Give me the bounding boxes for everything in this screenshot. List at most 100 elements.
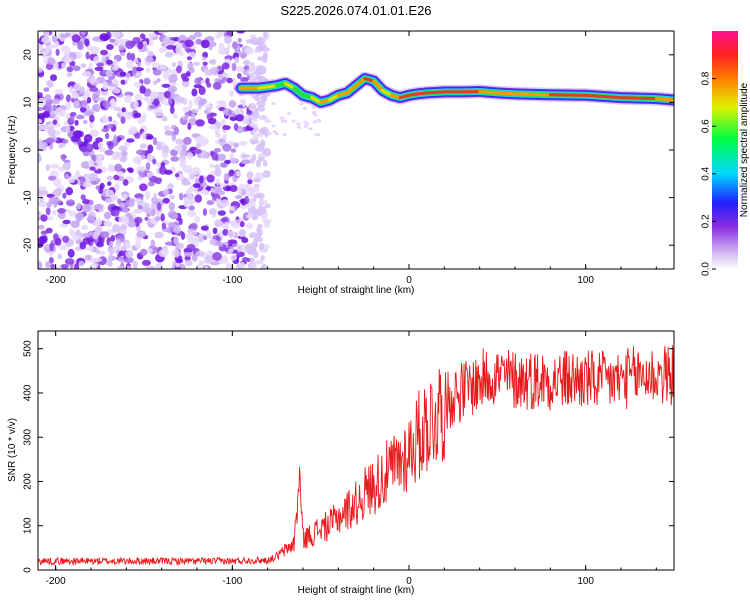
- noise-blob: [134, 208, 141, 214]
- noise-blob: [39, 48, 49, 56]
- noise-blob: [198, 140, 208, 147]
- noise-blob: [225, 186, 231, 192]
- noise-blob: [184, 111, 193, 117]
- noise-blob: [74, 119, 79, 126]
- noise-blob: [118, 145, 128, 152]
- noise-blob: [50, 196, 60, 204]
- noise-blob: [72, 65, 81, 72]
- noise-blob: [52, 119, 58, 125]
- noise-blob: [258, 156, 265, 162]
- noise-blob: [92, 257, 103, 263]
- noise-blob: [254, 96, 261, 101]
- noise-blob: [253, 119, 258, 122]
- noise-blob: [229, 157, 238, 164]
- noise-blob: [54, 187, 62, 197]
- noise-blob: [134, 132, 141, 139]
- noise-blob: [57, 211, 66, 220]
- noise-blob: [234, 195, 243, 200]
- noise-blob: [259, 199, 268, 204]
- noise-blob: [186, 56, 192, 61]
- noise-blob: [249, 257, 255, 264]
- noise-blob: [217, 210, 226, 216]
- noise-blob: [256, 159, 261, 168]
- noise-blob: [45, 164, 50, 172]
- noise-blob: [260, 254, 265, 261]
- noise-blob: [81, 99, 88, 108]
- x-tick-label: -100: [222, 275, 242, 286]
- noise-blob: [89, 129, 100, 137]
- noise-blob: [248, 232, 258, 239]
- noise-blob: [114, 163, 123, 172]
- noise-blob: [77, 41, 83, 50]
- noise-blob: [159, 47, 165, 54]
- ridge-segment: [495, 91, 517, 96]
- noise-blob: [257, 223, 263, 229]
- noise-blob: [262, 170, 271, 178]
- noise-blob: [211, 152, 219, 161]
- noise-blob: [132, 66, 137, 75]
- noise-blob: [207, 117, 217, 125]
- noise-blob: [68, 228, 75, 236]
- heatmap-x-ticks: -200 -100 0 100: [46, 31, 657, 286]
- noise-blob: [53, 178, 62, 187]
- noise-blob: [152, 137, 157, 146]
- noise-blob: [261, 93, 268, 103]
- noise-blob: [200, 225, 209, 231]
- noise-blob: [247, 187, 255, 196]
- noise-blob: [191, 113, 196, 119]
- noise-blob: [153, 192, 158, 202]
- ridge-segment: [283, 81, 296, 90]
- ridge-segment: [548, 93, 588, 97]
- noise-blob: [107, 247, 117, 255]
- noise-blob: [106, 175, 114, 181]
- noise-blob: [258, 115, 263, 119]
- noise-blob: [95, 97, 105, 102]
- noise-blob: [86, 96, 92, 104]
- noise-blob: [108, 240, 114, 247]
- noise-blob: [303, 106, 307, 110]
- noise-blob: [144, 56, 154, 63]
- noise-blob: [94, 218, 103, 227]
- noise-blob: [136, 230, 147, 238]
- colorbar-tick-label: 0.0: [701, 262, 712, 276]
- noise-blob: [46, 202, 53, 208]
- noise-blob: [209, 238, 217, 246]
- noise-blob: [126, 138, 135, 143]
- noise-blob: [46, 45, 51, 54]
- noise-blob: [235, 65, 245, 72]
- noise-blob: [146, 67, 151, 73]
- noise-blob: [38, 112, 48, 118]
- noise-blob: [102, 100, 112, 108]
- noise-blob: [249, 263, 257, 269]
- noise-blob: [192, 183, 201, 189]
- noise-blob: [132, 156, 142, 164]
- noise-blob: [73, 83, 80, 91]
- noise-blob: [99, 33, 109, 42]
- noise-blob: [241, 237, 249, 244]
- noise-blob: [138, 205, 143, 210]
- colorbar-tick-label: 0.6: [701, 119, 712, 133]
- noise-blob: [49, 242, 54, 252]
- noise-blob: [47, 128, 56, 137]
- noise-blob: [180, 263, 186, 269]
- noise-blob: [74, 212, 84, 221]
- noise-blob: [100, 49, 108, 56]
- noise-blob: [272, 130, 277, 133]
- noise-blob: [110, 98, 116, 107]
- noise-blob: [145, 162, 151, 171]
- noise-blob: [122, 179, 129, 186]
- noise-blob: [240, 159, 251, 165]
- y-tick-label: 500: [23, 340, 34, 357]
- noise-blob: [258, 204, 263, 211]
- noise-blob: [194, 77, 203, 85]
- noise-blob: [143, 96, 149, 102]
- noise-blob: [175, 258, 184, 264]
- noise-blob: [125, 72, 131, 79]
- noise-blob: [215, 132, 222, 139]
- noise-blob: [186, 243, 196, 252]
- noise-blob: [188, 205, 195, 211]
- noise-blob: [205, 77, 210, 85]
- noise-blob: [254, 259, 264, 265]
- noise-blob: [82, 237, 92, 245]
- noise-blob: [179, 158, 187, 167]
